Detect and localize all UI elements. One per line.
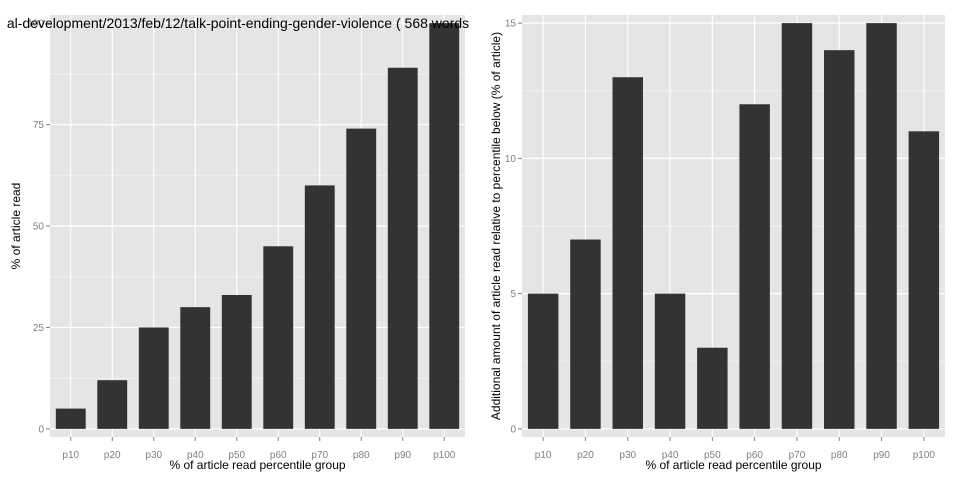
y-axis-title: % of article read — [9, 183, 23, 270]
x-tick-label: p100 — [913, 450, 936, 461]
y-tick-label: 5 — [510, 289, 516, 300]
bar-p100 — [429, 23, 460, 429]
bar-p40 — [654, 293, 686, 429]
bar-p80 — [824, 50, 855, 429]
x-tick-label: p30 — [619, 450, 636, 461]
bar-p100 — [908, 131, 940, 429]
bar-p90 — [387, 67, 418, 429]
bar-p30 — [612, 77, 643, 429]
left-chart: 0 25 50 75 100 p10 p20 p30 p40 p50 p60 p70 p80 p90 p10… — [7, 15, 469, 472]
x-tick-label: p20 — [577, 450, 594, 461]
x-tick-label: p90 — [394, 450, 411, 461]
x-axis-title: % of article read percentile group — [169, 458, 345, 472]
y-tick-label: 15 — [505, 19, 517, 30]
x-tick-label: p80 — [353, 450, 370, 461]
x-tick-label: p60 — [270, 450, 287, 461]
x-tick-label: p50 — [228, 450, 245, 461]
y-tick-label: 0 — [510, 424, 516, 435]
bar-p50 — [697, 347, 728, 429]
x-tick-label: p100 — [433, 450, 456, 461]
y-tick-label: 0 — [38, 424, 44, 435]
x-tick-label: p70 — [789, 450, 806, 461]
right-chart: 0 5 10 15 p10 p20 p30 p40 p50 p60 p70 p80 p90 p100 % o… — [489, 15, 945, 472]
bar-p40 — [180, 307, 211, 429]
x-tick-label: p40 — [187, 450, 204, 461]
bar-p10 — [527, 293, 559, 429]
x-tick-label: p40 — [662, 450, 679, 461]
y-tick-label: 75 — [33, 120, 45, 131]
x-tick-label: p60 — [746, 450, 763, 461]
bar-p10 — [55, 408, 86, 429]
x-tick-label: p10 — [62, 450, 79, 461]
bar-p30 — [138, 327, 169, 429]
x-tick-label: p30 — [145, 450, 162, 461]
bar-p20 — [570, 239, 601, 429]
x-tick-label: p50 — [704, 450, 721, 461]
bar-p80 — [346, 128, 377, 429]
chart-title: al-development/2013/feb/12/talk-point-en… — [7, 15, 469, 31]
bar-p60 — [739, 104, 770, 429]
x-tick-label: p80 — [831, 450, 848, 461]
bar-p90 — [866, 23, 897, 429]
y-tick-label: 50 — [33, 222, 45, 233]
y-tick-label: 25 — [33, 323, 45, 334]
x-tick-label: p10 — [535, 450, 552, 461]
y-tick-label: 100 — [27, 19, 44, 30]
bar-p50 — [221, 294, 252, 429]
y-tick-label: 10 — [505, 154, 517, 165]
x-tick-label: p90 — [873, 450, 890, 461]
bar-p70 — [304, 185, 335, 429]
x-axis-title: % of article read percentile group — [645, 458, 821, 472]
x-tick-label: p70 — [311, 450, 328, 461]
bar-p70 — [781, 23, 813, 429]
bar-p60 — [263, 246, 294, 429]
bar-p20 — [97, 380, 128, 429]
y-axis-title: Additional amount of article read relati… — [489, 32, 503, 420]
x-tick-label: p20 — [104, 450, 121, 461]
